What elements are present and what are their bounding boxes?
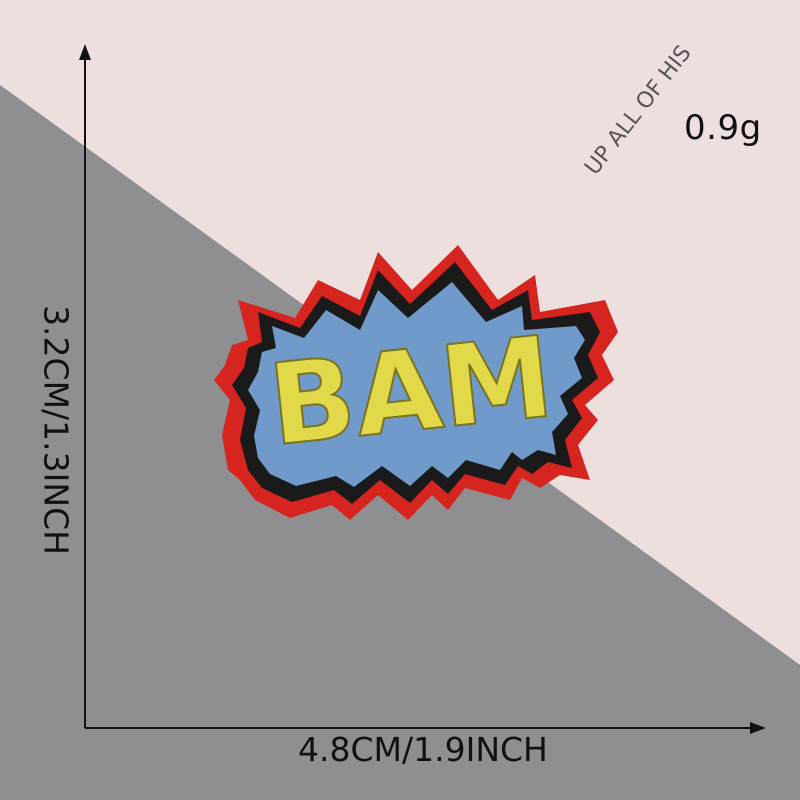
bam-patch: BAM <box>214 245 618 520</box>
height-label: 3.2CM/1.3INCH <box>36 305 76 555</box>
width-arrow <box>85 722 766 734</box>
patch-fill <box>248 282 585 487</box>
patch-lettering: BAM <box>263 313 559 472</box>
width-label: 4.8CM/1.9INCH <box>298 730 548 769</box>
height-arrow <box>79 44 91 728</box>
weight-label: 0.9g <box>684 108 762 148</box>
